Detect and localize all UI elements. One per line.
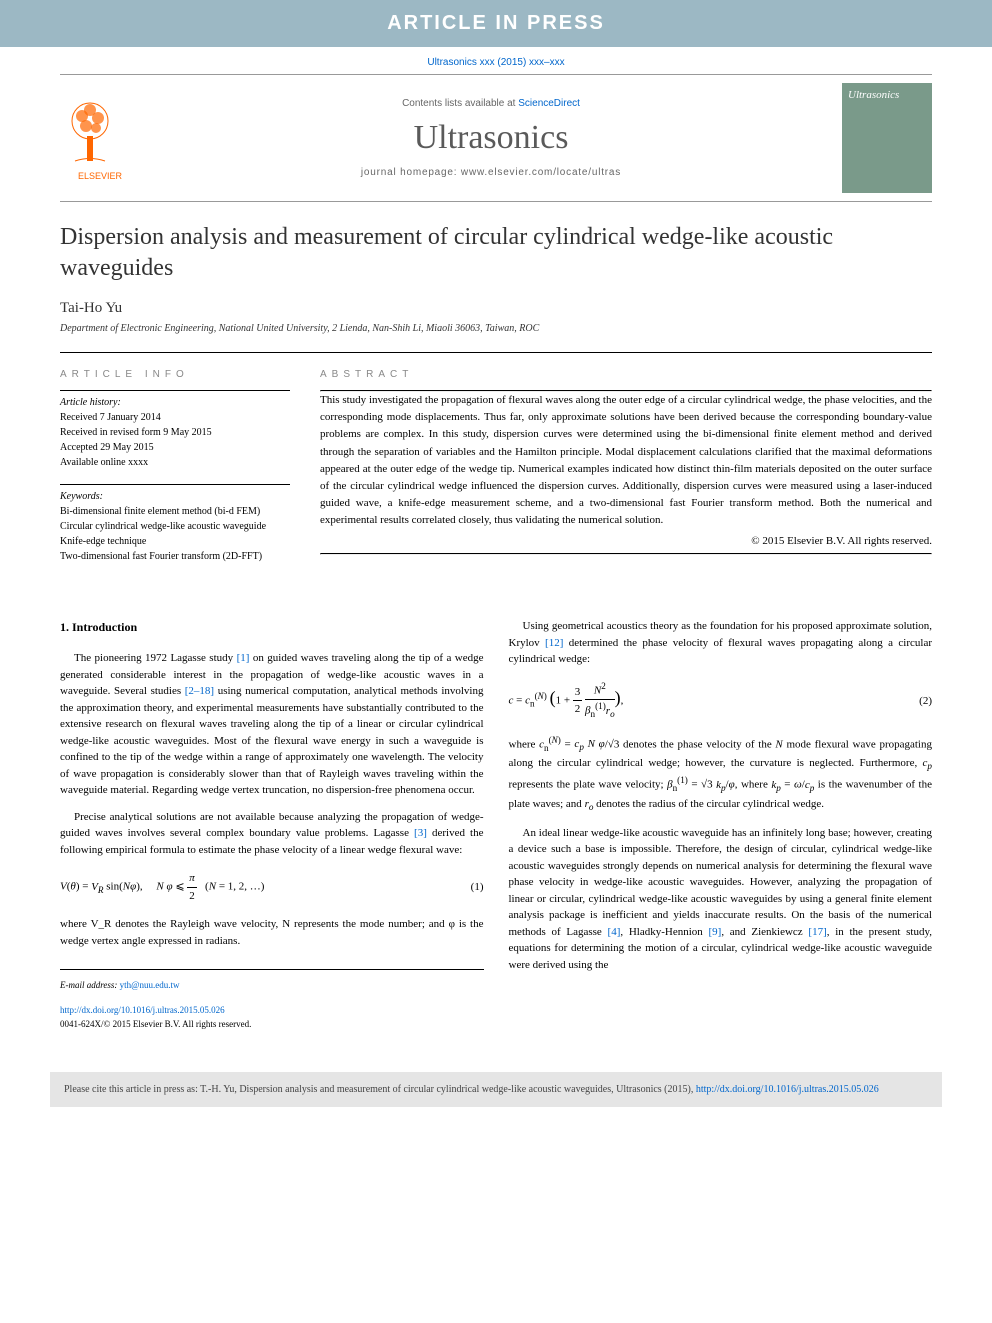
citation-link[interactable]: [12]: [545, 637, 563, 649]
text: The pioneering 1972 Lagasse study: [74, 652, 237, 664]
divider: [60, 484, 290, 485]
divider: [60, 390, 290, 391]
email-link[interactable]: yth@nuu.edu.tw: [120, 980, 180, 990]
elsevier-tree-icon: [60, 96, 120, 166]
paragraph: The pioneering 1972 Lagasse study [1] on…: [60, 650, 484, 799]
journal-reference: Ultrasonics xxx (2015) xxx–xxx: [0, 47, 992, 74]
paragraph: Precise analytical solutions are not ava…: [60, 809, 484, 859]
journal-cover: Ultrasonics: [842, 83, 932, 193]
equation-2: c = cn(N) (1 + 32 N2βn(1)ro), (2): [509, 680, 933, 722]
article-content: Dispersion analysis and measurement of c…: [0, 202, 992, 1052]
homepage-prefix: journal homepage:: [361, 167, 461, 178]
article-info-label: ARTICLE INFO: [60, 369, 290, 380]
paragraph: where V_R denotes the Rayleigh wave velo…: [60, 916, 484, 949]
contents-line: Contents lists available at ScienceDirec…: [140, 98, 842, 109]
history-accepted: Accepted 29 May 2015: [60, 440, 290, 455]
citation-text: Please cite this article in press as: T.…: [64, 1084, 696, 1095]
journal-header: ELSEVIER Contents lists available at Sci…: [60, 74, 932, 202]
equation-body: V(θ) = VR sin(Nφ), N φ ⩽ π2 (N = 1, 2, ……: [60, 870, 264, 904]
citation-link[interactable]: [17]: [808, 926, 826, 938]
equation-number: (2): [919, 693, 932, 710]
info-abstract-row: ARTICLE INFO Article history: Received 7…: [60, 369, 932, 578]
divider: [60, 352, 932, 353]
citation-link[interactable]: [3]: [414, 827, 427, 839]
body-right-column: Using geometrical acoustics theory as th…: [509, 618, 933, 1031]
text: , and Zienkiewcz: [721, 926, 808, 938]
elsevier-logo: ELSEVIER: [60, 96, 140, 181]
homepage-line: journal homepage: www.elsevier.com/locat…: [140, 167, 842, 178]
citation-link[interactable]: [2–18]: [185, 685, 214, 697]
keywords-label: Keywords:: [60, 489, 290, 504]
history-revised: Received in revised form 9 May 2015: [60, 425, 290, 440]
doi-link[interactable]: http://dx.doi.org/10.1016/j.ultras.2015.…: [60, 1005, 225, 1015]
journal-cover-label: Ultrasonics: [842, 83, 932, 107]
text: An ideal linear wedge-like acoustic wave…: [509, 827, 933, 938]
keyword: Knife-edge technique: [60, 534, 290, 549]
equation-body: c = cn(N) (1 + 32 N2βn(1)ro),: [509, 680, 624, 722]
keyword: Two-dimensional fast Fourier transform (…: [60, 549, 290, 564]
body-left-column: 1. Introduction The pioneering 1972 Laga…: [60, 618, 484, 1031]
sciencedirect-link[interactable]: ScienceDirect: [518, 98, 580, 109]
journal-name: Ultrasonics: [140, 119, 842, 157]
keyword: Bi-dimensional finite element method (bi…: [60, 504, 290, 519]
section-heading: 1. Introduction: [60, 618, 484, 636]
equation-number: (1): [471, 879, 484, 896]
abstract-text: This study investigated the propagation …: [320, 392, 932, 528]
history-received: Received 7 January 2014: [60, 410, 290, 425]
abstract-column: ABSTRACT This study investigated the pro…: [320, 369, 932, 578]
keywords-block: Keywords: Bi-dimensional finite element …: [60, 489, 290, 564]
text: , Hladky-Hennion: [620, 926, 708, 938]
footer-info: E-mail address: yth@nuu.edu.tw http://dx…: [60, 969, 484, 1031]
paragraph: Using geometrical acoustics theory as th…: [509, 618, 933, 668]
header-center: Contents lists available at ScienceDirec…: [140, 98, 842, 178]
paragraph: where cn(N) = cp N φ/√3 denotes the phas…: [509, 734, 933, 815]
text: determined the phase velocity of flexura…: [509, 637, 933, 666]
citation-link[interactable]: [4]: [608, 926, 621, 938]
email-label: E-mail address:: [60, 980, 120, 990]
homepage-url: www.elsevier.com/locate/ultras: [461, 167, 621, 178]
history-online: Available online xxxx: [60, 455, 290, 470]
citation-link[interactable]: [9]: [708, 926, 721, 938]
article-title: Dispersion analysis and measurement of c…: [60, 222, 932, 284]
affiliation: Department of Electronic Engineering, Na…: [60, 323, 932, 334]
abstract-copyright: © 2015 Elsevier B.V. All rights reserved…: [320, 535, 932, 547]
contents-prefix: Contents lists available at: [402, 98, 518, 109]
keyword: Circular cylindrical wedge-like acoustic…: [60, 519, 290, 534]
divider: [320, 553, 932, 555]
author: Tai-Ho Yu: [60, 300, 932, 317]
citation-doi-link[interactable]: http://dx.doi.org/10.1016/j.ultras.2015.…: [696, 1084, 879, 1095]
equation-1: V(θ) = VR sin(Nφ), N φ ⩽ π2 (N = 1, 2, ……: [60, 870, 484, 904]
citation-link[interactable]: [1]: [237, 652, 250, 664]
elsevier-label: ELSEVIER: [60, 171, 140, 181]
abstract-label: ABSTRACT: [320, 369, 932, 380]
issn-line: 0041-624X/© 2015 Elsevier B.V. All right…: [60, 1017, 484, 1031]
paragraph: An ideal linear wedge-like acoustic wave…: [509, 825, 933, 974]
article-info-column: ARTICLE INFO Article history: Received 7…: [60, 369, 290, 578]
text: using numerical computation, analytical …: [60, 685, 484, 796]
article-history: Article history: Received 7 January 2014…: [60, 395, 290, 470]
body-columns: 1. Introduction The pioneering 1972 Laga…: [60, 618, 932, 1031]
history-label: Article history:: [60, 395, 290, 410]
citation-box: Please cite this article in press as: T.…: [50, 1072, 942, 1107]
article-in-press-banner: ARTICLE IN PRESS: [0, 0, 992, 47]
